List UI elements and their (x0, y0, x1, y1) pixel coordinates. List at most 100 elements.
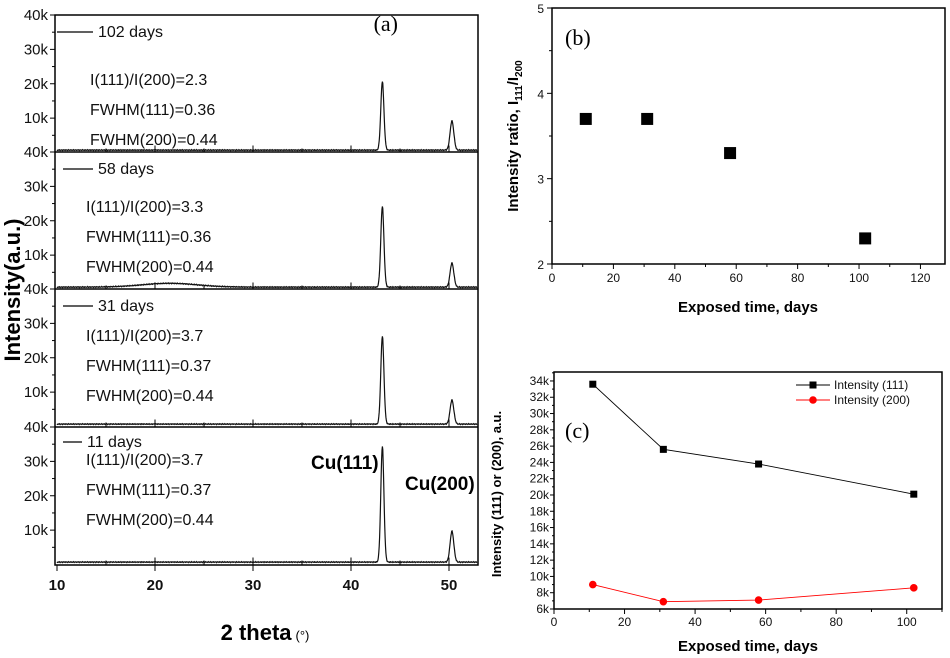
y-tick-label: 26k (530, 439, 550, 453)
x-tick-label: 20 (618, 615, 632, 629)
x-axis-label: 2 theta (°) (221, 620, 310, 645)
x-tick-label: 100 (849, 271, 869, 285)
legend-label: 58 days (98, 161, 154, 178)
data-point (909, 584, 918, 592)
panel-label-a: (a) (374, 11, 398, 36)
xrd-curve (56, 206, 478, 289)
legend-label: 31 days (98, 298, 154, 315)
annotation-text: FWHM(200)=0.44 (86, 259, 214, 276)
xrd-curve (56, 446, 478, 564)
x-axis-label: Exposed time, days (678, 299, 818, 316)
data-point (724, 147, 737, 160)
y-tick-label: 30k (24, 315, 49, 332)
y-tick-label: 3 (537, 173, 544, 187)
x-tick-label: 0 (549, 271, 556, 285)
y-axis-label-text: /I (505, 77, 522, 85)
y-tick-label: 8k (536, 586, 550, 600)
data-point (579, 112, 592, 125)
y-tick-label: 34k (530, 374, 550, 388)
x-tick-label: 80 (791, 271, 805, 285)
y-axis-label-sub: 200 (514, 60, 525, 77)
x-tick-label: 0 (551, 615, 558, 629)
x-tick-label: 50 (441, 577, 458, 594)
data-point (755, 460, 763, 468)
legend-label: 102 days (98, 24, 163, 41)
data-point (859, 232, 872, 245)
y-tick-label: 10k (24, 247, 49, 264)
y-tick-label: 40k (24, 7, 49, 24)
legend-label: Intensity (111) (834, 378, 908, 392)
y-axis-label: Intensity(a.u.) (0, 218, 25, 361)
x-tick-label: 80 (830, 615, 844, 629)
data-point (754, 596, 763, 604)
annotation-text: FWHM(200)=0.44 (86, 388, 214, 405)
legend-label: 11 days (87, 434, 142, 451)
y-tick-label: 14k (530, 537, 550, 551)
x-tick-label: 10 (49, 577, 66, 594)
xrd-curve (56, 336, 478, 426)
y-tick-label: 20k (530, 488, 550, 502)
x-axis-label: Exposed time, days (678, 638, 818, 655)
panel-label-c: (c) (565, 418, 589, 443)
legend-marker (809, 381, 817, 389)
x-tick-label: 120 (910, 271, 930, 285)
y-tick-label: 12k (530, 553, 550, 567)
y-tick-label: 30k (24, 453, 49, 470)
chart-a: 40k 30k 20k 10k 102 days I(111)/I(200)=2.3 FWH… (0, 7, 479, 645)
y-tick-label: 40k (24, 281, 49, 298)
data-point (641, 112, 654, 125)
annotation-text: I(111)/I(200)=3.7 (86, 328, 203, 345)
annotation-text: FWHM(111)=0.36 (86, 229, 211, 246)
y-tick-label: 22k (530, 472, 550, 486)
y-axis-label-text: Intensity ratio, I (505, 101, 522, 212)
annotation-text: FWHM(200)=0.44 (86, 512, 214, 529)
x-tick-label: 60 (730, 271, 744, 285)
annotation-text: FWHM(111)=0.37 (86, 482, 211, 499)
y-tick-label: 10k (24, 110, 49, 127)
y-tick-label: 10k (24, 384, 49, 401)
chart-c: 0 20 40 60 80 100 6k 8k 10k 12k 14k 16k 18k 20k 22k 24k… (489, 371, 943, 655)
x-tick-label: 100 (897, 615, 917, 629)
data-point (910, 490, 918, 498)
data-point (659, 597, 668, 606)
x-tick-label: 60 (759, 615, 773, 629)
y-tick-label: 2 (537, 258, 544, 272)
data-point (589, 380, 597, 388)
y-tick-label: 20k (24, 488, 49, 505)
y-tick-label: 10k (530, 569, 550, 583)
y-tick-label: 20k (24, 76, 49, 93)
panel-1: 40k 30k 20k 10k 58 days I(111)/I(200)=3.3 FWHM… (24, 144, 478, 290)
legend-label: Intensity (200) (834, 393, 910, 407)
x-tick-label: 40 (688, 615, 702, 629)
x-tick-label: 40 (343, 577, 360, 594)
data-point (659, 445, 667, 453)
legend-marker (809, 396, 817, 404)
y-axis-label: Intensity ratio, I111/I200 (505, 60, 525, 212)
y-tick-label: 30k (24, 41, 49, 58)
y-tick-label: 30k (24, 178, 49, 195)
y-tick-label: 20k (24, 213, 49, 230)
y-tick-label: 24k (530, 455, 550, 469)
annotation-text: I(111)/I(200)=3.3 (86, 199, 203, 216)
x-tick-label: 40 (668, 271, 682, 285)
annotation-text: FWHM(111)=0.37 (86, 358, 211, 375)
y-tick-label: 30k (530, 407, 550, 421)
y-tick-label: 18k (530, 504, 550, 518)
chart-b: 0 20 40 60 80 100 120 2 3 4 5 (b) Exposed time, days… (505, 2, 946, 316)
x-tick-label: 20 (147, 577, 164, 594)
y-tick-label: 5 (537, 2, 544, 16)
xrd-curve (56, 81, 478, 152)
y-tick-label: 28k (530, 423, 550, 437)
chart-a-frame (54, 14, 479, 566)
chart-c-frame (553, 371, 943, 610)
annotation-text: FWHM(111)=0.36 (90, 102, 215, 119)
y-tick-label: 4 (537, 87, 544, 101)
peak-label-200: Cu(200) (405, 474, 475, 495)
y-tick-label: 32k (530, 390, 550, 404)
x-tick-label: 30 (245, 577, 262, 594)
panel-0: 40k 30k 20k 10k 102 days I(111)/I(200)=2.3 FWH… (24, 7, 478, 153)
y-axis-label: Intensity (111) or (200), a.u. (489, 411, 504, 577)
annotation-text: FWHM(200)=0.44 (90, 132, 218, 149)
